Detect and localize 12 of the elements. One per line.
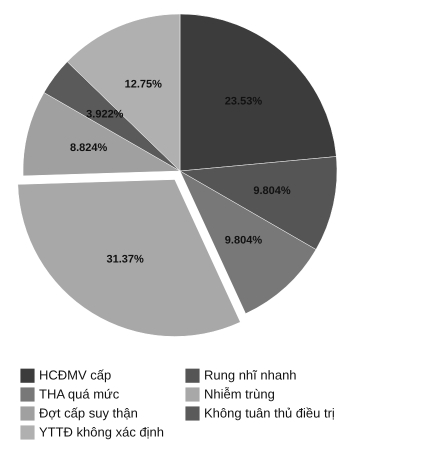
- data-label: 9.804%: [253, 185, 291, 198]
- legend-label: Nhiễm trùng: [204, 386, 275, 402]
- legend-label: Đợt cấp suy thận: [39, 406, 138, 420]
- data-label: 12.75%: [124, 78, 162, 90]
- legend-label: Không tuân thủ điều trị: [204, 406, 335, 420]
- legend-label: Rung nhĩ nhanh: [204, 368, 297, 383]
- legend-label: HCĐMV cấp: [39, 368, 112, 383]
- data-label: 31.37%: [106, 254, 144, 266]
- legend-label: YTTĐ không xác định: [39, 424, 164, 440]
- data-label: 9.804%: [224, 234, 262, 247]
- data-label: 8.824%: [70, 142, 108, 154]
- legend-label: THA quá mức: [39, 386, 120, 402]
